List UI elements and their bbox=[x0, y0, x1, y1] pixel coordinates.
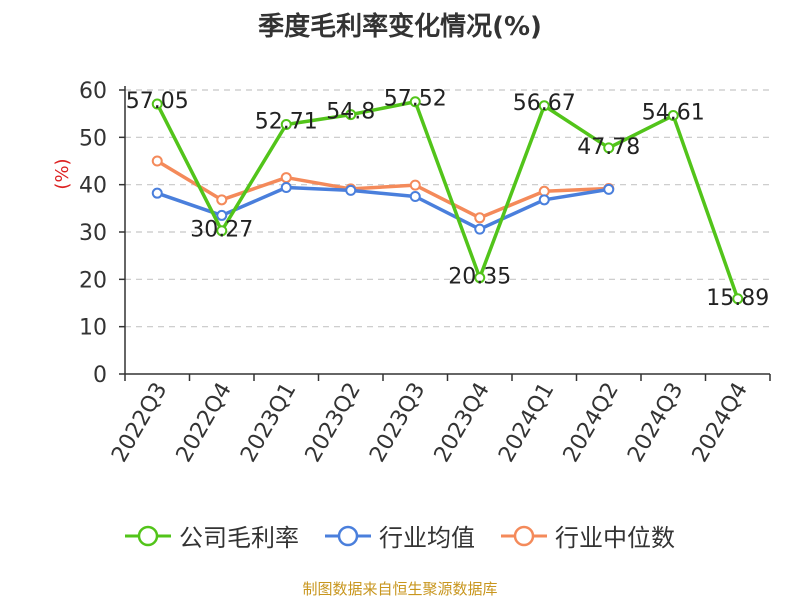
y-tick-label: 60 bbox=[79, 79, 107, 104]
data-label: 47.78 bbox=[577, 135, 640, 160]
data-point bbox=[280, 182, 292, 194]
legend: 公司毛利率 行业均值 行业中位数 bbox=[0, 518, 800, 553]
legend-marker bbox=[337, 525, 359, 546]
x-tick-label: 2023Q4 bbox=[430, 379, 495, 467]
series-line bbox=[156, 159, 609, 220]
data-point bbox=[667, 110, 679, 122]
data-point bbox=[409, 179, 421, 191]
x-tick-label: 2022Q4 bbox=[172, 379, 237, 467]
data-point bbox=[474, 272, 486, 284]
data-label: 54.8 bbox=[326, 100, 375, 125]
data-point bbox=[474, 223, 486, 235]
data-point bbox=[151, 187, 163, 199]
legend-swatch-icon bbox=[125, 525, 171, 546]
x-tick-label: 2023Q2 bbox=[301, 379, 366, 467]
data-label: 57.05 bbox=[126, 89, 189, 114]
data-label: 52.71 bbox=[255, 110, 318, 135]
data-point bbox=[216, 194, 228, 206]
x-tick-label: 2022Q3 bbox=[107, 379, 172, 467]
legend-label: 行业均值 bbox=[379, 524, 475, 552]
data-point bbox=[216, 225, 228, 237]
data-point bbox=[280, 172, 292, 184]
legend-swatch-icon bbox=[325, 525, 371, 546]
legend-marker bbox=[513, 525, 535, 546]
legend-item[interactable]: 公司毛利率 bbox=[125, 518, 299, 553]
y-tick-label: 50 bbox=[79, 126, 107, 151]
legend-swatch-icon bbox=[501, 525, 547, 546]
data-point bbox=[409, 191, 421, 202]
data-label: 56.67 bbox=[513, 91, 576, 116]
series-line bbox=[155, 99, 740, 300]
data-point bbox=[409, 96, 421, 108]
chart-title: 季度毛利率变化情况(%) bbox=[258, 12, 542, 42]
x-tick-label: 2024Q4 bbox=[688, 379, 753, 467]
data-point bbox=[345, 184, 357, 196]
legend-marker bbox=[137, 525, 159, 546]
data-label: 54.61 bbox=[642, 101, 705, 126]
data-point bbox=[280, 119, 292, 131]
data-point bbox=[538, 194, 550, 206]
data-label: 15.89 bbox=[706, 286, 769, 311]
x-tick-label: 2024Q3 bbox=[623, 379, 688, 467]
data-point bbox=[151, 155, 163, 167]
data-point bbox=[538, 100, 550, 112]
x-tick-label: 2023Q3 bbox=[365, 379, 430, 467]
legend-label: 行业中位数 bbox=[555, 524, 675, 552]
y-tick-label: 0 bbox=[93, 363, 107, 388]
y-tick-label: 30 bbox=[79, 221, 107, 246]
y-tick-label: 10 bbox=[79, 316, 107, 341]
data-point bbox=[603, 183, 615, 195]
data-label: 30.27 bbox=[190, 218, 253, 243]
y-axis-label: (%) bbox=[52, 158, 73, 189]
data-point bbox=[151, 98, 163, 110]
legend-item[interactable]: 行业中位数 bbox=[501, 518, 675, 553]
y-tick-label: 20 bbox=[79, 268, 107, 293]
source-note: 制图数据来自恒生聚源数据库 bbox=[302, 580, 498, 598]
data-point bbox=[216, 209, 228, 221]
x-tick-label: 2024Q1 bbox=[494, 379, 559, 467]
y-tick-label: 40 bbox=[79, 174, 107, 199]
data-label: 20.35 bbox=[448, 265, 511, 290]
legend-label: 公司毛利率 bbox=[179, 524, 299, 552]
data-label: 57.52 bbox=[384, 87, 447, 112]
data-point bbox=[474, 212, 486, 224]
x-tick-label: 2023Q1 bbox=[236, 379, 301, 467]
x-tick-label: 2024Q2 bbox=[559, 379, 624, 467]
legend-item[interactable]: 行业均值 bbox=[325, 518, 475, 553]
data-point bbox=[732, 293, 744, 305]
data-point bbox=[345, 109, 357, 121]
data-point bbox=[603, 142, 615, 154]
